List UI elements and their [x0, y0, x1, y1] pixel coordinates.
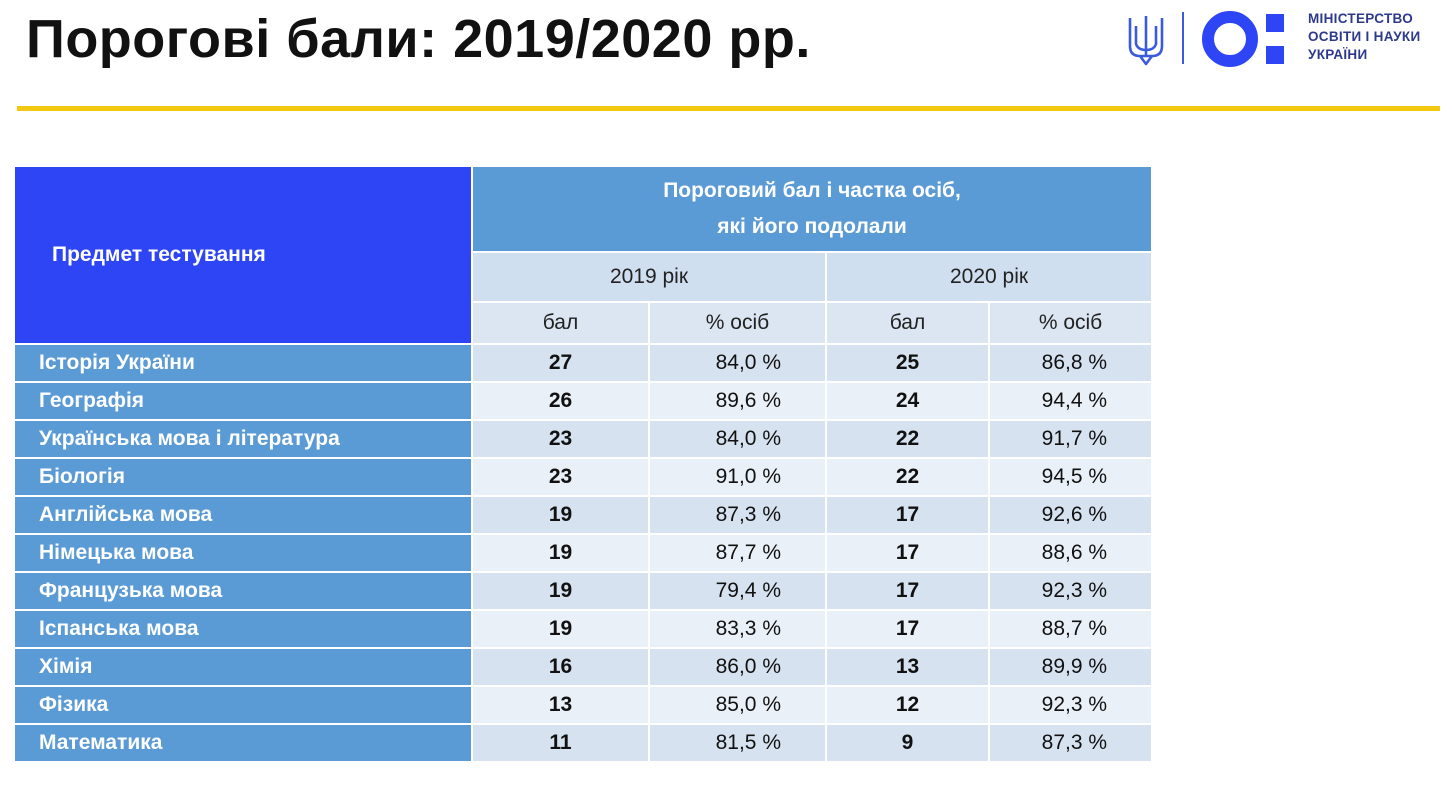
main-header-line2: які його подолали [717, 215, 907, 238]
pct-2020-cell: 88,6 % [987, 533, 1154, 573]
subject-cell: Хімія [13, 647, 473, 687]
pct-2020-cell: 88,7 % [987, 609, 1154, 649]
score-2019-cell: 19 [471, 495, 650, 535]
main-column-header: Пороговий бал і частка осіб, які його по… [470, 165, 1154, 253]
pct-2019-cell: 86,0 % [648, 647, 827, 687]
pct-2020-cell: 94,4 % [987, 381, 1154, 421]
page-title: Порогові бали: 2019/2020 рр. [26, 9, 811, 69]
ministry-name-line2: ОСВІТИ І НАУКИ [1308, 29, 1421, 44]
score-2020-cell: 13 [825, 647, 990, 687]
score-2019-cell: 11 [471, 723, 650, 763]
score-2020-cell: 17 [825, 533, 990, 573]
subject-cell: Англійська мова [13, 495, 473, 535]
year-2019-header: 2019 рік [471, 251, 827, 303]
score-2019-cell: 16 [471, 647, 650, 687]
pct-2019-header: % осіб [648, 301, 827, 345]
subject-column-header: Предмет тестування [13, 165, 473, 345]
pct-2019-cell: 84,0 % [648, 419, 827, 459]
mon-mark-icon [1202, 11, 1284, 67]
pct-2020-cell: 92,3 % [987, 571, 1154, 611]
score-2020-cell: 22 [825, 419, 990, 459]
subject-cell: Історія України [13, 343, 473, 383]
score-2020-cell: 12 [825, 685, 990, 725]
score-2019-header: бал [471, 301, 650, 345]
year-2020-header: 2020 рік [824, 251, 1154, 303]
score-2020-cell: 24 [825, 381, 990, 421]
score-2019-cell: 13 [471, 685, 650, 725]
score-2019-cell: 19 [471, 571, 650, 611]
ministry-logo: МІНІСТЕРСТВО ОСВІТИ І НАУКИ УКРАЇНИ [1126, 8, 1446, 70]
score-2019-cell: 23 [471, 419, 650, 459]
table-row: Хімія 16 86,0 % 13 89,9 % [13, 647, 1154, 687]
pct-2020-cell: 92,6 % [987, 495, 1154, 535]
score-2020-cell: 25 [825, 343, 990, 383]
score-2019-cell: 27 [471, 343, 650, 383]
table-row: Історія України 27 84,0 % 25 86,8 % [13, 343, 1154, 383]
logo-separator [1182, 12, 1184, 64]
subject-cell: Географія [13, 381, 473, 421]
score-2019-cell: 19 [471, 533, 650, 573]
score-2020-cell: 22 [825, 457, 990, 497]
trident-icon [1128, 16, 1164, 66]
table-row: Біологія 23 91,0 % 22 94,5 % [13, 457, 1154, 497]
accent-divider [17, 106, 1440, 111]
score-2020-cell: 17 [825, 609, 990, 649]
score-2020-cell: 17 [825, 571, 990, 611]
table-body: Історія України 27 84,0 % 25 86,8 % Географія… [13, 343, 1154, 763]
score-2019-cell: 23 [471, 457, 650, 497]
score-2020-cell: 9 [825, 723, 990, 763]
table-row: Французька мова 19 79,4 % 17 92,3 % [13, 571, 1154, 611]
subject-cell: Німецька мова [13, 533, 473, 573]
pct-2019-cell: 81,5 % [648, 723, 827, 763]
table-row: Математика 11 81,5 % 9 87,3 % [13, 723, 1154, 763]
pct-2019-cell: 87,7 % [648, 533, 827, 573]
subject-cell: Математика [13, 723, 473, 763]
score-2019-cell: 26 [471, 381, 650, 421]
threshold-scores-table: Предмет тестування Пороговий бал і частк… [13, 165, 1154, 763]
table-row: Іспанська мова 19 83,3 % 17 88,7 % [13, 609, 1154, 649]
subject-cell: Українська мова і література [13, 419, 473, 459]
pct-2020-header: % осіб [987, 301, 1154, 345]
main-header-line1: Пороговий бал і частка осіб, [663, 179, 961, 202]
table-row: Фізика 13 85,0 % 12 92,3 % [13, 685, 1154, 725]
pct-2020-cell: 89,9 % [987, 647, 1154, 687]
pct-2019-cell: 87,3 % [648, 495, 827, 535]
ministry-name: МІНІСТЕРСТВО ОСВІТИ І НАУКИ УКРАЇНИ [1308, 10, 1448, 64]
subject-cell: Біологія [13, 457, 473, 497]
ministry-name-line3: УКРАЇНИ [1308, 47, 1368, 62]
score-2020-cell: 17 [825, 495, 990, 535]
table-row: Українська мова і література 23 84,0 % 22 91… [13, 419, 1154, 459]
pct-2019-cell: 83,3 % [648, 609, 827, 649]
pct-2019-cell: 91,0 % [648, 457, 827, 497]
pct-2019-cell: 89,6 % [648, 381, 827, 421]
table-row: Німецька мова 19 87,7 % 17 88,6 % [13, 533, 1154, 573]
score-2020-header: бал [825, 301, 990, 345]
pct-2019-cell: 85,0 % [648, 685, 827, 725]
pct-2019-cell: 84,0 % [648, 343, 827, 383]
table-row: Англійська мова 19 87,3 % 17 92,6 % [13, 495, 1154, 535]
pct-2020-cell: 94,5 % [987, 457, 1154, 497]
pct-2020-cell: 92,3 % [987, 685, 1154, 725]
subject-cell: Іспанська мова [13, 609, 473, 649]
table-row: Географія 26 89,6 % 24 94,4 % [13, 381, 1154, 421]
pct-2020-cell: 86,8 % [987, 343, 1154, 383]
pct-2020-cell: 91,7 % [987, 419, 1154, 459]
score-2019-cell: 19 [471, 609, 650, 649]
subject-cell: Французька мова [13, 571, 473, 611]
subject-cell: Фізика [13, 685, 473, 725]
ministry-name-line1: МІНІСТЕРСТВО [1308, 11, 1414, 26]
pct-2020-cell: 87,3 % [987, 723, 1154, 763]
pct-2019-cell: 79,4 % [648, 571, 827, 611]
